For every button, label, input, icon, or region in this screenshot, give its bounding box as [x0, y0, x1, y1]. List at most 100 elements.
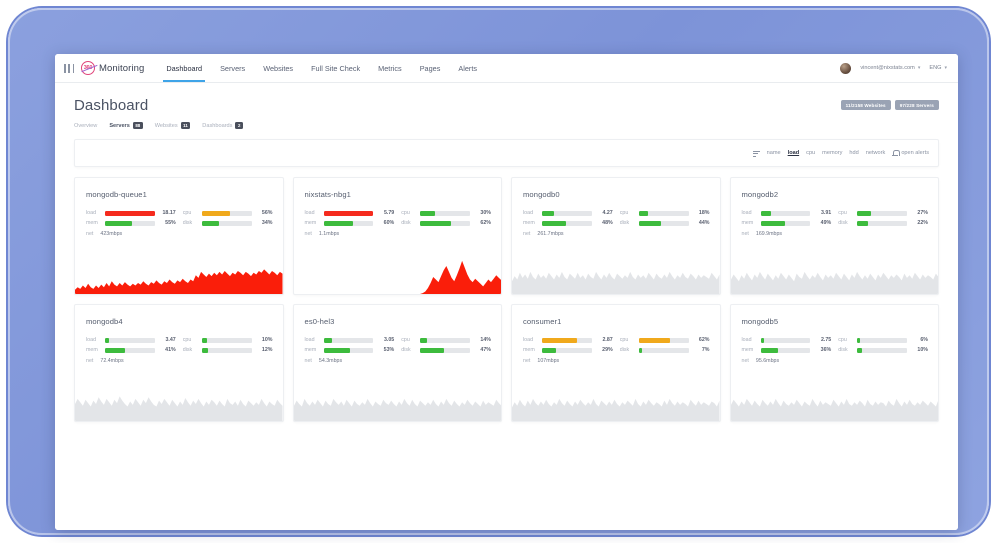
filter-toolbar: name load cpu memory hdd network open al… — [74, 139, 939, 168]
metric-value-disk: 47% — [480, 347, 491, 354]
user-account-menu[interactable]: vincent@nixstats.com ▾ — [860, 65, 920, 71]
sort-option-memory[interactable]: memory — [822, 150, 843, 157]
metric-bar-fill-load — [760, 338, 764, 343]
nav-link-dashboard[interactable]: Dashboard — [157, 54, 211, 82]
metric-bar-mem — [323, 221, 374, 226]
metric-value-mem: 36% — [820, 347, 832, 354]
metric-label-disk: disk — [182, 347, 193, 354]
metric-bar-load — [323, 338, 374, 343]
metric-row-mem: mem 29% — [523, 345, 613, 355]
metric-label-cpu: cpu — [401, 337, 410, 344]
metric-bar-mem — [760, 221, 811, 226]
server-card[interactable]: mongodb0 load 4.27 cpu 18% mem 48% disk 44% net 26… — [511, 177, 721, 296]
nav-link-servers[interactable]: Servers — [220, 63, 246, 73]
server-card[interactable]: mongodb-queue1 load 18.17 cpu 56% mem 55% disk 3… — [74, 177, 284, 296]
metric-row-cpu: cpu 14% — [401, 335, 491, 345]
network-row: net 72.4mbps — [75, 355, 283, 364]
sparkline-chart — [75, 260, 283, 295]
metric-label-disk: disk — [838, 220, 848, 227]
tab-dashboards-badge: 2 — [235, 122, 243, 130]
server-card[interactable]: es0-hel3 load 3.05 cpu 14% mem 53% disk 47% net 54… — [292, 304, 502, 423]
server-metrics: load 2.75 cpu 6% mem 36% disk 10% — [731, 326, 939, 355]
network-row: net 107mbps — [512, 355, 720, 364]
sort-option-name[interactable]: name — [766, 150, 781, 157]
nav-link-pages[interactable]: Pages — [419, 63, 441, 73]
bell-icon — [892, 149, 900, 157]
nav-link-websites[interactable]: Websites — [263, 63, 294, 73]
server-card-title: mongodb0 — [523, 190, 560, 200]
page-title: Dashboard — [74, 97, 149, 114]
metric-label-cpu: cpu — [838, 210, 847, 217]
status-badge-servers[interactable]: 97/228 Servers — [894, 100, 939, 110]
metric-bar-fill-mem — [105, 221, 133, 226]
metric-bar-disk — [638, 221, 689, 226]
open-alerts-filter[interactable]: open alerts — [892, 149, 929, 157]
server-card-title: mongodb5 — [741, 317, 779, 327]
server-card[interactable]: mongodb5 load 2.75 cpu 6% mem 36% disk 10% net 95.… — [729, 304, 939, 423]
metric-bar-cpu — [420, 338, 470, 343]
metric-label-cpu: cpu — [182, 337, 192, 344]
brand-name: Monitoring — [99, 62, 145, 74]
metric-row-mem: mem 49% — [742, 218, 832, 228]
metric-label-load: load — [523, 210, 534, 217]
metric-row-load: load 2.87 — [523, 335, 613, 345]
brand-logo[interactable]: 360 Monitoring — [81, 61, 144, 75]
network-row: net 169.9mbps — [731, 228, 939, 237]
metric-bar-load — [323, 211, 374, 216]
tab-websites-badge: 11 — [180, 122, 191, 130]
metric-bar-fill-cpu — [420, 211, 436, 216]
network-label: net — [86, 358, 94, 365]
brand-badge-icon: 360 — [81, 61, 95, 75]
page-body: Dashboard 11/2158 Websites 97/228 Server… — [55, 83, 958, 530]
sparkline-chart — [730, 387, 938, 422]
tab-websites[interactable]: Websites 11 — [154, 122, 191, 130]
server-card[interactable]: nixstats-nbg1 load 5.79 cpu 30% mem 60% disk 62%… — [292, 177, 502, 296]
brand-badge-text: 360 — [83, 65, 93, 71]
network-value: 95.6mbps — [755, 358, 780, 365]
nav-link-alerts[interactable]: Alerts — [458, 63, 478, 73]
sparkline-chart — [293, 387, 501, 422]
metric-bar-fill-disk — [420, 348, 444, 353]
sort-option-hdd[interactable]: hdd — [849, 150, 859, 157]
metric-bar-cpu — [638, 211, 689, 216]
tab-dashboards[interactable]: Dashboards 2 — [202, 122, 243, 130]
server-metrics: load 3.05 cpu 14% mem 53% disk 47% — [294, 326, 502, 355]
metric-label-cpu: cpu — [619, 210, 629, 217]
metric-bar-fill-cpu — [201, 211, 230, 216]
server-card[interactable]: mongodb4 load 3.47 cpu 10% mem 41% disk 12% net 72… — [74, 304, 284, 423]
metric-bar-disk — [638, 348, 689, 353]
network-row: net 54.3mbps — [294, 355, 502, 364]
language-selector[interactable]: ENG ▾ — [929, 65, 947, 71]
status-badge-websites[interactable]: 11/2158 Websites — [840, 100, 891, 110]
metric-value-cpu: 18% — [698, 210, 710, 217]
metric-label-load: load — [523, 337, 534, 344]
server-card[interactable]: mongodb2 load 3.91 cpu 27% mem 49% disk 22% net 16… — [729, 177, 939, 296]
nav-link-full-site-check[interactable]: Full Site Check — [311, 63, 361, 73]
nav-link-metrics[interactable]: Metrics — [378, 63, 402, 73]
metric-row-load: load 2.75 — [742, 335, 832, 345]
metric-label-load: load — [304, 337, 315, 344]
sort-option-cpu[interactable]: cpu — [806, 150, 816, 157]
grid-menu-icon[interactable] — [63, 63, 75, 74]
metric-bar-cpu — [857, 211, 907, 216]
metric-row-load: load 18.17 — [86, 208, 176, 218]
metric-bar-disk — [420, 348, 470, 353]
avatar[interactable] — [840, 62, 852, 74]
metric-label-cpu: cpu — [619, 337, 629, 344]
metric-label-load: load — [86, 210, 97, 217]
metric-bar-mem — [105, 221, 155, 226]
server-card[interactable]: consumer1 load 2.87 cpu 62% mem 29% disk 7% net 10… — [511, 304, 721, 423]
metric-bar-fill-disk — [857, 348, 863, 353]
metric-row-cpu: cpu 6% — [838, 335, 928, 345]
sort-option-load[interactable]: load — [787, 150, 800, 157]
tab-websites-label: Websites — [154, 122, 178, 129]
sort-option-network[interactable]: network — [865, 150, 886, 157]
sort-icon[interactable] — [752, 150, 760, 157]
metric-label-cpu: cpu — [838, 337, 847, 344]
metric-row-load: load 5.79 — [305, 208, 395, 218]
tab-servers[interactable]: Servers 88 — [109, 122, 143, 130]
metric-bar-fill-mem — [542, 348, 557, 353]
tab-overview[interactable]: Overview — [74, 123, 97, 129]
metric-label-disk: disk — [619, 220, 630, 227]
metric-row-mem: mem 48% — [523, 218, 613, 228]
